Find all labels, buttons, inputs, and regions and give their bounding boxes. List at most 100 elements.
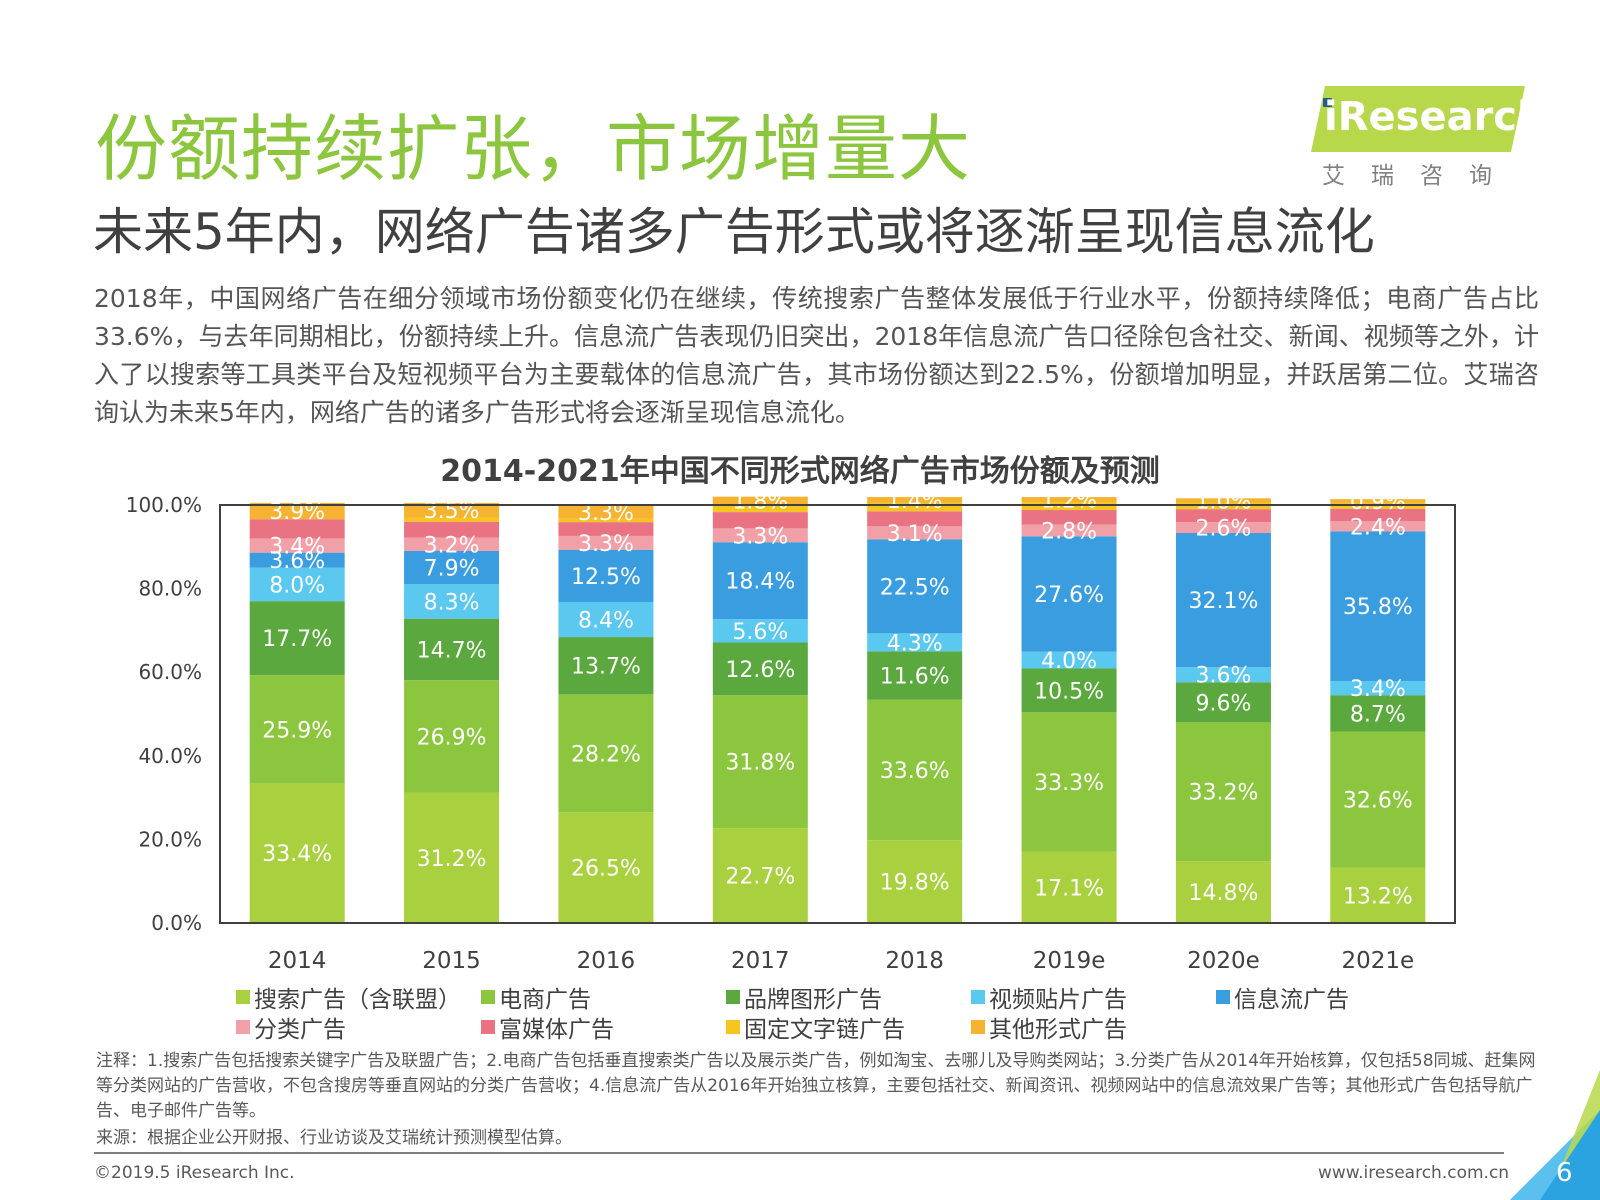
bar-segment (1021, 651, 1117, 669)
chart-title: 2014-2021年中国不同形式网络广告市场份额及预测 (440, 454, 1160, 489)
data-label: 4.3% (887, 631, 943, 656)
chart-source: 来源：根据企业公开财报、行业访谈及艾瑞统计预测模型估算。 (96, 1128, 572, 1148)
legend-label: 其他形式广告 (989, 1017, 1127, 1043)
bar-segment (1021, 510, 1117, 525)
bar-segment (558, 518, 654, 523)
bar-segment (867, 539, 963, 634)
x-tick-label: 2016 (577, 948, 636, 974)
bar-segment (249, 519, 345, 539)
legend-label: 品牌图形广告 (744, 987, 882, 1013)
data-label: 9.6% (1195, 691, 1251, 716)
bar-segment (1021, 536, 1117, 652)
bar-segment (1330, 695, 1426, 732)
bar-segment (712, 528, 808, 543)
bar-segment (1021, 668, 1117, 713)
chart-notes: 注释：1.搜索广告包括搜索关键字广告及联盟广告；2.电商广告包括垂直搜索类广告以… (96, 1051, 1536, 1121)
data-label: 2.8% (1041, 519, 1097, 544)
page-headline: 份额持续扩张，市场增量大 (95, 107, 972, 191)
data-label: 35.8% (1343, 595, 1413, 620)
legend-label: 富媒体广告 (499, 1017, 614, 1043)
data-label: 2.6% (1195, 517, 1251, 542)
legend-item: 品牌图形广告 (726, 980, 882, 1014)
bar-segment (867, 651, 963, 700)
bar-segment (249, 675, 345, 784)
data-label: 3.4% (269, 535, 325, 560)
bar-segment (249, 601, 345, 676)
legend-item: 固定文字链广告 (726, 1010, 905, 1044)
data-label: 17.7% (262, 627, 332, 652)
data-label: 10.5% (1034, 679, 1104, 704)
x-tick-label: 2015 (422, 948, 481, 974)
data-label: 11.6% (880, 665, 950, 690)
data-label: 3.3% (578, 532, 634, 557)
legend-swatch (236, 1020, 250, 1034)
logo-dot-icon (1323, 98, 1332, 107)
bar-segment (1330, 508, 1426, 522)
data-label: 3.3% (732, 524, 788, 549)
data-label: 19.8% (880, 871, 950, 896)
bar-segment (1175, 861, 1271, 923)
data-label: 8.0% (269, 573, 325, 598)
data-label: 8.4% (578, 609, 634, 634)
bar-segment (558, 549, 654, 602)
bar-segment (249, 538, 345, 553)
data-label: 8.3% (424, 590, 480, 615)
bar-segment (712, 496, 808, 505)
y-tick-label: 100.0% (126, 493, 202, 517)
data-label: 22.7% (725, 865, 795, 890)
legend-item: 搜索广告（含联盟） (236, 980, 461, 1014)
bar-segment (867, 633, 963, 652)
y-tick-label: 80.0% (138, 577, 202, 601)
data-label: 31.8% (725, 751, 795, 776)
data-label: 32.6% (1343, 789, 1413, 814)
data-label: 12.6% (725, 658, 795, 683)
data-label: 33.6% (880, 759, 950, 784)
data-label: 3.1% (887, 522, 943, 547)
bar-segment (249, 783, 345, 923)
bar-segment (1330, 499, 1426, 503)
bar-segment (404, 517, 500, 522)
data-label: 31.2% (417, 847, 487, 872)
legend-swatch (481, 990, 495, 1004)
x-tick-label: 2019e (1033, 948, 1106, 974)
logo-wordmark: iResearch (1324, 94, 1546, 140)
legend-swatch (971, 1020, 985, 1034)
data-label: 33.3% (1034, 771, 1104, 796)
y-tick-label: 40.0% (138, 744, 202, 768)
bar-segment (404, 792, 500, 923)
x-tick-label: 2020e (1187, 948, 1260, 974)
data-label: 12.5% (571, 565, 641, 590)
data-label: 7.9% (424, 556, 480, 581)
iresearch-logo: iResearch 艾瑞咨询 (1310, 86, 1545, 189)
bar-segment (558, 637, 654, 695)
legend-label: 固定文字链广告 (744, 1017, 905, 1043)
intro-paragraph: 2018年，中国网络广告在细分领域市场份额变化仍在继续，传统搜索广告整体发展低于… (94, 284, 1539, 427)
chart-legend: 搜索广告（含联盟） 电商广告 品牌图形广告 视频贴片广告 信息流广告 分类广告 富媒体广告 固… (236, 980, 1536, 1044)
bar-segment (249, 502, 345, 520)
bar-segment (558, 601, 654, 638)
data-label: 17.1% (1034, 876, 1104, 901)
x-tick-label: 2021e (1341, 948, 1414, 974)
bar-segment (404, 584, 500, 619)
data-label: 33.2% (1188, 781, 1258, 806)
legend-label: 分类广告 (254, 1017, 346, 1043)
bar-segment (1175, 682, 1271, 723)
bar-segment (712, 619, 808, 643)
bar-segment (1175, 667, 1271, 683)
data-label: 4.0% (1041, 649, 1097, 674)
bar-segment (1175, 533, 1271, 668)
data-label: 1.2% (1041, 489, 1097, 514)
y-tick-label: 0.0% (151, 911, 202, 935)
footer-divider (94, 1152, 1504, 1154)
bar-segment (712, 828, 808, 923)
data-label: 14.7% (417, 638, 487, 663)
bar-segment (1330, 731, 1426, 868)
data-label: 26.5% (571, 857, 641, 882)
legend-label: 电商广告 (499, 987, 591, 1013)
bar-segment (712, 542, 808, 620)
legend-label: 搜索广告（含联盟） (254, 987, 461, 1013)
data-label: 27.6% (1034, 583, 1104, 608)
data-label: 26.9% (417, 725, 487, 750)
footer-copyright: ©2019.5 iResearch Inc. (94, 1163, 295, 1183)
y-tick-label: 60.0% (138, 660, 202, 684)
